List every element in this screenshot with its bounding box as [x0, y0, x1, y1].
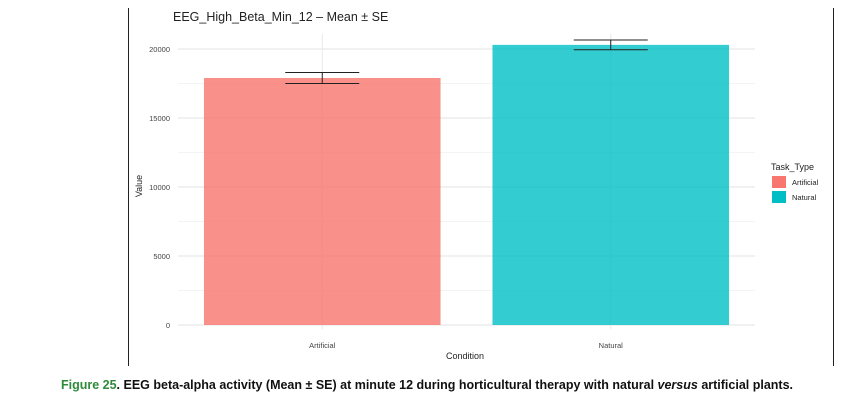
legend-label-natural: Natural: [792, 193, 817, 202]
right-border-line: [833, 8, 834, 366]
caption-emphasis: versus: [657, 378, 698, 392]
caption-label: Figure 25: [60, 378, 117, 392]
y-tick-label: 5000: [153, 252, 170, 261]
tick-label-layer: 0 5000 10000 15000 20000 Artificial Natural: [149, 45, 623, 350]
y-tick-label: 0: [166, 321, 170, 330]
legend-title: Task_Type: [771, 162, 814, 172]
x-tick-label: Artificial: [309, 341, 336, 350]
caption-text-end: artificial plants.: [697, 378, 794, 392]
y-tick-label: 20000: [149, 45, 170, 54]
x-tick-label: Natural: [599, 341, 624, 350]
legend: Task_Type Artificial Natural: [771, 162, 819, 203]
y-tick-label: 10000: [149, 183, 170, 192]
legend-swatch-natural: [772, 191, 786, 203]
bar-layer: [203, 44, 730, 326]
legend-label-artificial: Artificial: [792, 178, 819, 187]
bar-artificial: [203, 77, 441, 325]
error-bar-layer: [285, 39, 648, 84]
legend-swatch-artificial: [772, 176, 786, 188]
left-border-line: [128, 8, 129, 366]
figure-caption: Figure 25. EEG beta-alpha activity (Mean…: [0, 378, 854, 392]
y-axis-title: Value: [134, 175, 144, 197]
y-tick-label: 15000: [149, 114, 170, 123]
chart-title: EEG_High_Beta_Min_12 – Mean ± SE: [173, 10, 388, 24]
bar-chart: 0 5000 10000 15000 20000 Artificial Natural EE…: [134, 10, 819, 361]
caption-text: . EEG beta-alpha activity (Mean ± SE) at…: [116, 378, 658, 392]
bar-natural: [492, 44, 730, 326]
x-axis-title: Condition: [446, 351, 484, 361]
